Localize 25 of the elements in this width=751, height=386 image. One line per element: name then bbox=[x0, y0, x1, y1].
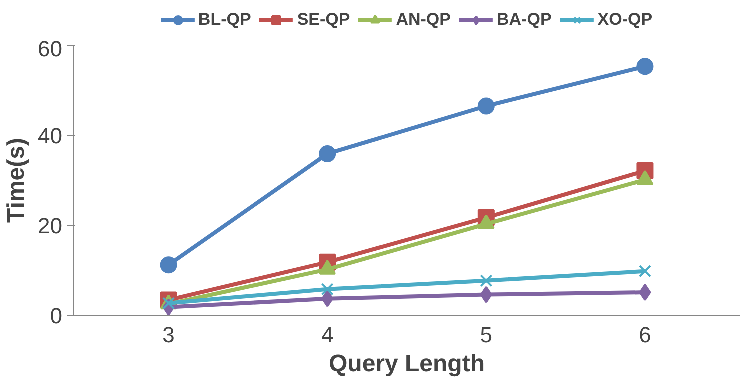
x-tick-label: 3 bbox=[162, 322, 175, 348]
point bbox=[160, 256, 178, 274]
point bbox=[480, 286, 492, 304]
y-tick-label: 60 bbox=[38, 36, 63, 62]
point bbox=[478, 98, 495, 115]
point bbox=[321, 283, 334, 296]
point bbox=[638, 265, 652, 278]
legend-label: AN-QP bbox=[396, 10, 451, 30]
point bbox=[319, 145, 336, 162]
legend-label: SE-QP bbox=[297, 10, 350, 30]
y-tick-label: 40 bbox=[38, 124, 63, 148]
x-tick-label: 5 bbox=[480, 322, 493, 348]
point bbox=[639, 284, 652, 302]
point bbox=[636, 58, 654, 76]
point bbox=[322, 290, 334, 308]
y-axis-title: Time(s) bbox=[3, 138, 30, 223]
legend-label: XO-QP bbox=[598, 10, 653, 30]
y-tick-label: 20 bbox=[38, 214, 63, 238]
x-tick-label: 4 bbox=[321, 322, 334, 348]
x-axis-title: Query Length bbox=[328, 350, 486, 378]
x-tick-label: 6 bbox=[639, 322, 652, 348]
legend-label: BA-QP bbox=[497, 10, 552, 30]
y-tick-label: 0 bbox=[50, 304, 63, 328]
point bbox=[480, 274, 493, 288]
legend-label: BL-QP bbox=[198, 10, 252, 30]
